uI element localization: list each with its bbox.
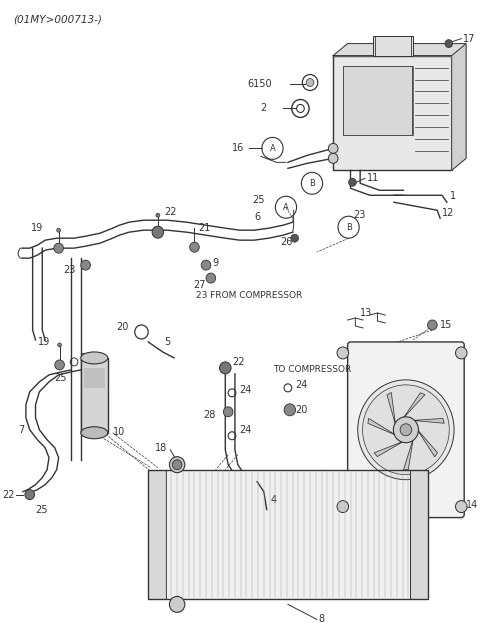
Text: 23: 23 bbox=[64, 265, 76, 275]
Text: 7: 7 bbox=[18, 425, 24, 435]
Polygon shape bbox=[374, 442, 403, 456]
Circle shape bbox=[358, 380, 454, 480]
Text: 15: 15 bbox=[440, 320, 453, 330]
Circle shape bbox=[169, 457, 185, 473]
Circle shape bbox=[54, 243, 63, 253]
Text: 1: 1 bbox=[450, 191, 456, 201]
Text: 12: 12 bbox=[442, 208, 455, 219]
Polygon shape bbox=[413, 419, 444, 423]
Polygon shape bbox=[452, 43, 466, 171]
Text: 24: 24 bbox=[296, 380, 308, 390]
Circle shape bbox=[201, 260, 211, 270]
Text: TO COMPRESSOR: TO COMPRESSOR bbox=[274, 366, 352, 374]
Circle shape bbox=[400, 424, 412, 436]
Polygon shape bbox=[418, 430, 437, 457]
Text: 23: 23 bbox=[353, 210, 366, 220]
Bar bbox=[148, 470, 428, 599]
Text: 19: 19 bbox=[31, 223, 43, 233]
Text: 24: 24 bbox=[240, 385, 252, 395]
Circle shape bbox=[291, 234, 299, 242]
Polygon shape bbox=[368, 419, 396, 435]
Text: 25: 25 bbox=[36, 505, 48, 514]
Text: 25: 25 bbox=[252, 196, 265, 205]
Text: 10: 10 bbox=[113, 427, 125, 436]
Text: 27: 27 bbox=[193, 280, 206, 290]
Text: 23 FROM COMPRESSOR: 23 FROM COMPRESSOR bbox=[196, 291, 302, 300]
Text: 22: 22 bbox=[165, 207, 177, 217]
Text: 20: 20 bbox=[117, 322, 129, 332]
Circle shape bbox=[362, 385, 449, 475]
Circle shape bbox=[152, 226, 164, 238]
Circle shape bbox=[25, 489, 35, 500]
Text: 8: 8 bbox=[319, 614, 325, 624]
Text: 19: 19 bbox=[38, 337, 50, 347]
Text: 6: 6 bbox=[254, 212, 260, 222]
Bar bbox=[148, 470, 166, 599]
Text: 20: 20 bbox=[296, 404, 308, 415]
Circle shape bbox=[172, 459, 182, 470]
Bar bbox=[343, 66, 412, 135]
Text: 6150: 6150 bbox=[248, 79, 273, 89]
Text: 21: 21 bbox=[198, 223, 211, 233]
Text: 4: 4 bbox=[271, 495, 276, 505]
Text: A: A bbox=[270, 144, 276, 153]
Circle shape bbox=[206, 273, 216, 283]
Circle shape bbox=[169, 596, 185, 612]
Circle shape bbox=[223, 407, 233, 417]
Text: 24: 24 bbox=[240, 425, 252, 435]
Ellipse shape bbox=[81, 352, 108, 364]
Polygon shape bbox=[387, 392, 396, 424]
Circle shape bbox=[456, 500, 467, 512]
Bar bbox=[166, 470, 410, 599]
Text: 22: 22 bbox=[2, 489, 14, 500]
Circle shape bbox=[219, 362, 231, 374]
Text: 25: 25 bbox=[54, 373, 66, 383]
Text: 14: 14 bbox=[466, 500, 479, 509]
Circle shape bbox=[456, 347, 467, 359]
Text: 13: 13 bbox=[360, 308, 372, 318]
Bar bbox=[372, 36, 413, 56]
Circle shape bbox=[337, 347, 348, 359]
Circle shape bbox=[445, 40, 453, 47]
Circle shape bbox=[428, 320, 437, 330]
Text: 18: 18 bbox=[155, 443, 168, 452]
Text: 5: 5 bbox=[165, 337, 171, 347]
Text: 28: 28 bbox=[203, 410, 216, 420]
Text: 26: 26 bbox=[280, 237, 293, 247]
Polygon shape bbox=[404, 439, 413, 470]
Ellipse shape bbox=[81, 427, 108, 439]
Text: (01MY>000713-): (01MY>000713-) bbox=[13, 15, 102, 25]
Text: 22: 22 bbox=[232, 357, 244, 367]
Circle shape bbox=[337, 500, 348, 512]
Circle shape bbox=[57, 228, 60, 232]
Text: 16: 16 bbox=[232, 143, 244, 153]
Polygon shape bbox=[333, 43, 466, 56]
Text: 11: 11 bbox=[367, 173, 379, 183]
Circle shape bbox=[55, 360, 64, 370]
Text: B: B bbox=[309, 179, 315, 188]
Text: 9: 9 bbox=[213, 258, 219, 268]
Circle shape bbox=[156, 213, 160, 217]
Circle shape bbox=[328, 143, 338, 153]
Text: B: B bbox=[346, 223, 351, 232]
Text: 17: 17 bbox=[463, 34, 476, 43]
Text: 2: 2 bbox=[261, 104, 267, 114]
Circle shape bbox=[348, 178, 356, 187]
Circle shape bbox=[58, 343, 61, 347]
Text: A: A bbox=[283, 203, 289, 212]
Circle shape bbox=[306, 79, 314, 86]
Bar bbox=[81, 358, 108, 433]
Circle shape bbox=[81, 260, 90, 270]
Text: 25: 25 bbox=[79, 353, 91, 363]
Circle shape bbox=[284, 404, 296, 416]
Circle shape bbox=[190, 242, 199, 252]
Polygon shape bbox=[333, 56, 452, 171]
Polygon shape bbox=[403, 393, 425, 418]
Bar bbox=[410, 470, 428, 599]
Circle shape bbox=[328, 153, 338, 164]
FancyBboxPatch shape bbox=[348, 342, 464, 518]
Circle shape bbox=[394, 417, 419, 443]
Bar bbox=[84, 368, 105, 388]
